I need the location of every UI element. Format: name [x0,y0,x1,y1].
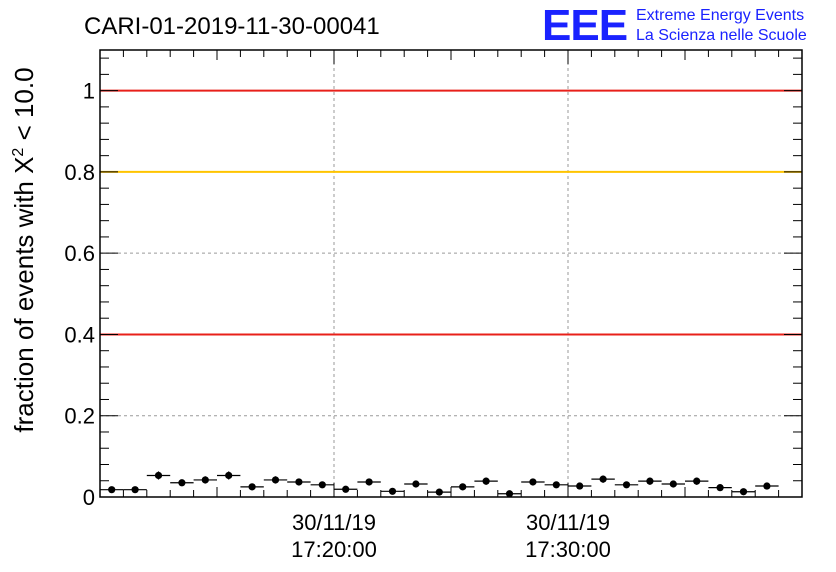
data-point [201,476,209,484]
x-tick-date: 30/11/19 [526,510,610,535]
y-axis-label: fraction of events with X2 < 10.0 [9,67,39,432]
data-point [154,471,163,480]
x-tick-time: 17:20:00 [291,537,377,562]
x-tick-time: 17:30:00 [525,537,611,562]
y-tick-label: 0.6 [64,241,95,266]
data-point [505,490,514,498]
y-axis-label-prefix: fraction of events with [9,174,39,433]
data-point [271,476,280,484]
data-point [763,482,771,490]
data-point [388,487,397,495]
data-point [318,481,326,489]
y-axis-label-suffix: < 10.0 [9,67,39,147]
data-point [576,482,584,490]
data-point [108,486,116,494]
data-point [739,488,748,496]
data-point [131,486,139,494]
data-point [693,477,701,485]
data-point [295,478,303,486]
data-point [412,480,420,488]
data-point [552,481,560,489]
data-point [482,477,490,485]
data-point [529,478,537,486]
chart-title: CARI-01-2019-11-30-00041 [84,13,380,40]
y-tick-label: 0 [83,485,95,510]
y-tick-labels: 0 0.2 0.4 0.6 0.8 1 [64,79,95,510]
plot-frame [99,49,803,498]
logo-line-1: Extreme Energy Events [636,7,804,24]
y-tick-label: 0.2 [64,404,95,429]
data-point [669,480,677,488]
data-point [622,481,631,489]
data-point [646,477,654,485]
data-point [599,475,607,483]
x-tick-date: 30/11/19 [292,510,376,535]
data-point [342,485,350,493]
data-point [435,488,443,496]
axis-ticks [100,50,802,498]
logo-line-2: La Scienza nelle Scuole [636,27,807,44]
data-points [100,471,779,498]
data-point [365,478,373,486]
data-point [459,483,467,491]
y-axis-label-symbol: X [9,157,39,174]
data-point [225,471,233,480]
eee-logo: EEE Extreme Energy Events La Scienza nel… [542,1,807,50]
y-tick-label: 0.8 [64,160,95,185]
data-point [248,483,256,491]
y-tick-label: 1 [83,79,95,104]
y-tick-label: 0.4 [64,322,95,347]
data-point [178,479,186,487]
reference-lines [100,89,802,336]
grid-layer [100,50,802,497]
data-point [716,484,724,492]
y-axis-label-superscript: 2 [10,148,27,157]
logo-letters: EEE [542,1,627,50]
